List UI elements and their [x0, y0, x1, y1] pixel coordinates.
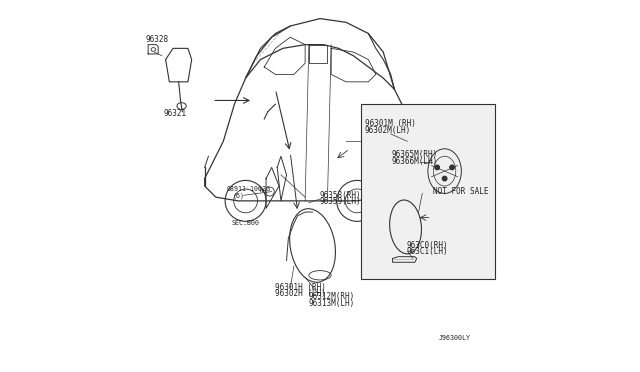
Circle shape: [442, 176, 447, 181]
Text: 96359(LH): 96359(LH): [320, 197, 362, 206]
Text: 96321: 96321: [164, 109, 187, 118]
Text: 963C1(LH): 963C1(LH): [406, 247, 448, 256]
Text: 96366M(LH): 96366M(LH): [392, 157, 438, 166]
Text: 96365M(RH): 96365M(RH): [392, 150, 438, 159]
Text: (6): (6): [232, 192, 244, 199]
Text: NOT FOR SALE: NOT FOR SALE: [433, 187, 489, 196]
Text: 96328: 96328: [145, 35, 168, 44]
Text: 96313M(LH): 96313M(LH): [308, 299, 355, 308]
FancyBboxPatch shape: [361, 104, 495, 279]
Circle shape: [435, 165, 440, 170]
Text: 96302M(LH): 96302M(LH): [365, 126, 411, 135]
Text: N: N: [260, 188, 264, 193]
Text: 08911-1062G: 08911-1062G: [227, 186, 270, 192]
Text: 96302H (LH): 96302H (LH): [275, 289, 326, 298]
Text: SEC.B00: SEC.B00: [232, 220, 259, 226]
Text: 963C0(RH): 963C0(RH): [406, 241, 448, 250]
Text: 96358(RH): 96358(RH): [320, 191, 362, 200]
Text: 96301M (RH): 96301M (RH): [365, 119, 415, 128]
Text: 96312M(RH): 96312M(RH): [308, 292, 355, 301]
Text: 96301H (RH): 96301H (RH): [275, 283, 326, 292]
Circle shape: [450, 165, 454, 170]
Text: J96300LY: J96300LY: [438, 335, 470, 341]
